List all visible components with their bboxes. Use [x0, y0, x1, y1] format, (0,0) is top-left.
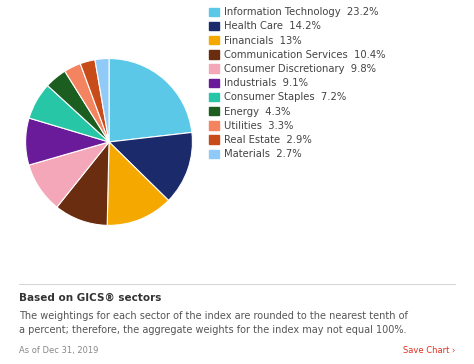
Wedge shape	[107, 142, 169, 225]
Text: Save Chart ›: Save Chart ›	[403, 346, 455, 355]
Wedge shape	[109, 59, 192, 142]
Text: Based on GICS® sectors: Based on GICS® sectors	[19, 293, 161, 303]
Legend: Information Technology  23.2%, Health Care  14.2%, Financials  13%, Communicatio: Information Technology 23.2%, Health Car…	[209, 7, 385, 159]
Wedge shape	[26, 118, 109, 165]
Wedge shape	[95, 59, 109, 142]
Text: As of Dec 31, 2019: As of Dec 31, 2019	[19, 346, 98, 355]
Wedge shape	[29, 142, 109, 207]
Wedge shape	[109, 132, 192, 201]
Wedge shape	[47, 71, 109, 142]
Wedge shape	[65, 64, 109, 142]
Wedge shape	[57, 142, 109, 225]
Text: The weightings for each sector of the index are rounded to the nearest tenth of
: The weightings for each sector of the in…	[19, 311, 408, 335]
Wedge shape	[80, 60, 109, 142]
Wedge shape	[29, 86, 109, 142]
